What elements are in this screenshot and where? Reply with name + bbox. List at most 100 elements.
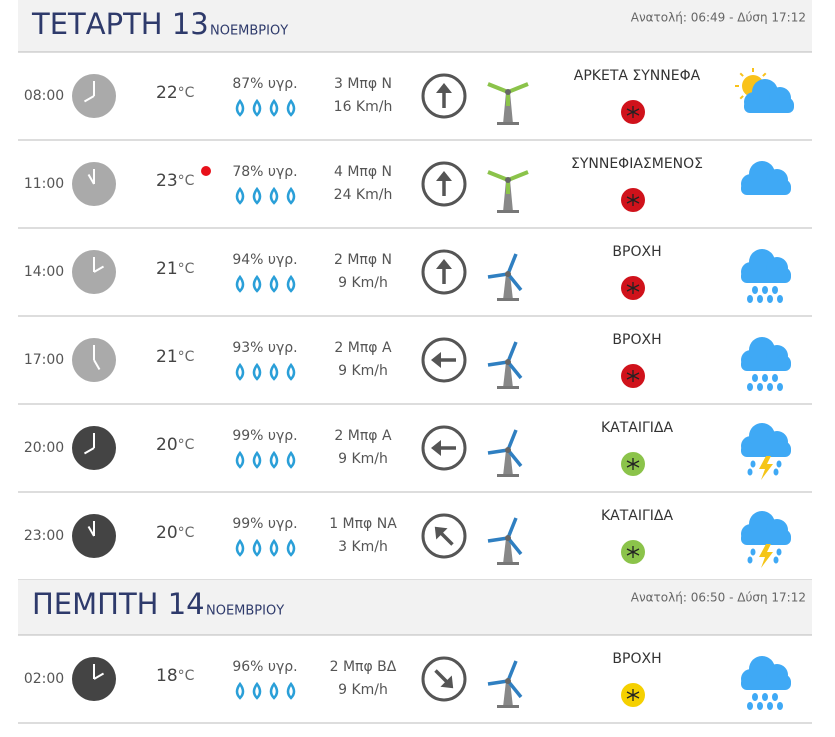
temp-unit: °C: [178, 437, 195, 453]
turbine-blade: [507, 82, 529, 94]
rain-drop: [767, 295, 773, 303]
temp-value: 18: [156, 666, 178, 686]
humidity: 99% υγρ.: [232, 428, 297, 444]
turbine-blade: [487, 82, 509, 94]
turbine-base: [497, 210, 519, 213]
cloud-part: [741, 182, 791, 195]
rain-drop: [776, 548, 782, 556]
turbine-pole: [503, 274, 513, 300]
cloud-part: [744, 100, 794, 113]
turbine-blade: [506, 341, 518, 363]
forecast-row: 14:00 21°C 94% υγρ. 2 Μπφ Ν 9 Km/h ΒΡΟΧΗ: [18, 244, 812, 317]
turbine-hub: [505, 89, 511, 95]
temp-unit: °C: [178, 525, 195, 541]
day-header: [18, 580, 812, 635]
temp-value: 20: [156, 435, 178, 455]
wind-arrow: [421, 513, 467, 559]
wind-speed: 16 Km/h: [334, 99, 393, 115]
turbine-base: [497, 562, 519, 565]
alert-dot: [201, 166, 211, 176]
time: 14:00: [24, 264, 64, 280]
day-title: ΤΕΤΑΡΤΗ 13: [31, 7, 209, 41]
rain-drop: [773, 556, 779, 564]
arrow-head: [440, 675, 454, 689]
temperature: 20°C: [156, 435, 195, 455]
rain-drop: [776, 460, 782, 468]
turbine-blade: [506, 660, 518, 682]
arrow-ring: [421, 513, 467, 559]
humidity: 99% υγρ.: [232, 516, 297, 532]
turbine-blade: [487, 170, 509, 182]
condition: ΒΡΟΧΗ: [612, 651, 661, 667]
mosquito: [626, 282, 640, 294]
rain-drop: [772, 286, 778, 294]
clock-hand: [93, 359, 101, 371]
rain-drop: [747, 295, 753, 303]
day-header: [18, 0, 812, 52]
drop: [252, 681, 262, 700]
drop: [269, 362, 279, 381]
turbine-blade: [487, 679, 509, 686]
cloud-part: [741, 677, 791, 690]
cloud-part: [741, 532, 791, 545]
humidity: 96% υγρ.: [232, 659, 297, 675]
turbine-blade: [506, 679, 523, 699]
rain-drop: [752, 286, 758, 294]
temperature: 21°C: [156, 259, 195, 279]
condition: ΚΑΤΑΙΓΙΔΑ: [601, 420, 674, 436]
temp-unit: °C: [178, 173, 195, 189]
drop: [286, 450, 296, 469]
arrow-head: [436, 83, 452, 93]
wind-arrow: [421, 73, 467, 119]
drop: [286, 681, 296, 700]
temp-unit: °C: [178, 85, 195, 101]
rain-drop: [747, 702, 753, 710]
rain-drop: [752, 374, 758, 382]
drop: [269, 98, 279, 117]
wind-force: 2 Μπφ Α: [334, 428, 392, 444]
condition: ΑΡΚΕΤΑ ΣΥΝΝΕΦΑ: [574, 68, 701, 84]
drop: [286, 538, 296, 557]
wind-arrow: [421, 656, 467, 702]
wind-force: 2 Μπφ Ν: [334, 252, 392, 268]
weather-icon: [741, 337, 791, 391]
temp-value: 21: [156, 259, 178, 279]
rain-drop: [762, 374, 768, 382]
rain-drop: [750, 548, 756, 556]
wind-force: 4 Μπφ Ν: [334, 164, 392, 180]
drop: [252, 186, 262, 205]
humidity: 94% υγρ.: [232, 252, 297, 268]
turbine-blade: [507, 170, 529, 182]
rain-drop: [752, 693, 758, 701]
condition: ΒΡΟΧΗ: [612, 332, 661, 348]
time: 17:00: [24, 352, 64, 368]
wind-force: 1 Μπφ ΝΑ: [329, 516, 397, 532]
turbine-base: [497, 474, 519, 477]
forecast-row: 20:00 20°C 99% υγρ. 2 Μπφ Α 9 Km/h ΚΑΤΑΙΓΙΔΑ: [18, 420, 812, 493]
condition: ΒΡΟΧΗ: [612, 244, 661, 260]
rain-drop: [747, 468, 753, 476]
turbine-blade: [506, 448, 523, 468]
humidity: 78% υγρ.: [232, 164, 297, 180]
time: 02:00: [24, 671, 64, 687]
rain-drop: [757, 295, 763, 303]
day-title: ΠΕΜΠΤΗ 14: [32, 587, 205, 621]
rain-drop: [777, 295, 783, 303]
cloud-part: [741, 358, 791, 371]
mosquito: [626, 106, 640, 118]
drop: [286, 274, 296, 293]
condition: ΚΑΤΑΙΓΙΔΑ: [601, 508, 674, 524]
drop: [235, 681, 245, 700]
drop: [235, 450, 245, 469]
rain-drop: [772, 693, 778, 701]
drop: [269, 274, 279, 293]
wind-arrow: [421, 425, 467, 471]
turbine-pole: [503, 180, 513, 212]
turbine-blade: [506, 536, 523, 556]
rain-drop: [777, 383, 783, 391]
turbine-hub: [505, 177, 511, 183]
rain-drop: [772, 374, 778, 382]
rain-drop: [762, 693, 768, 701]
